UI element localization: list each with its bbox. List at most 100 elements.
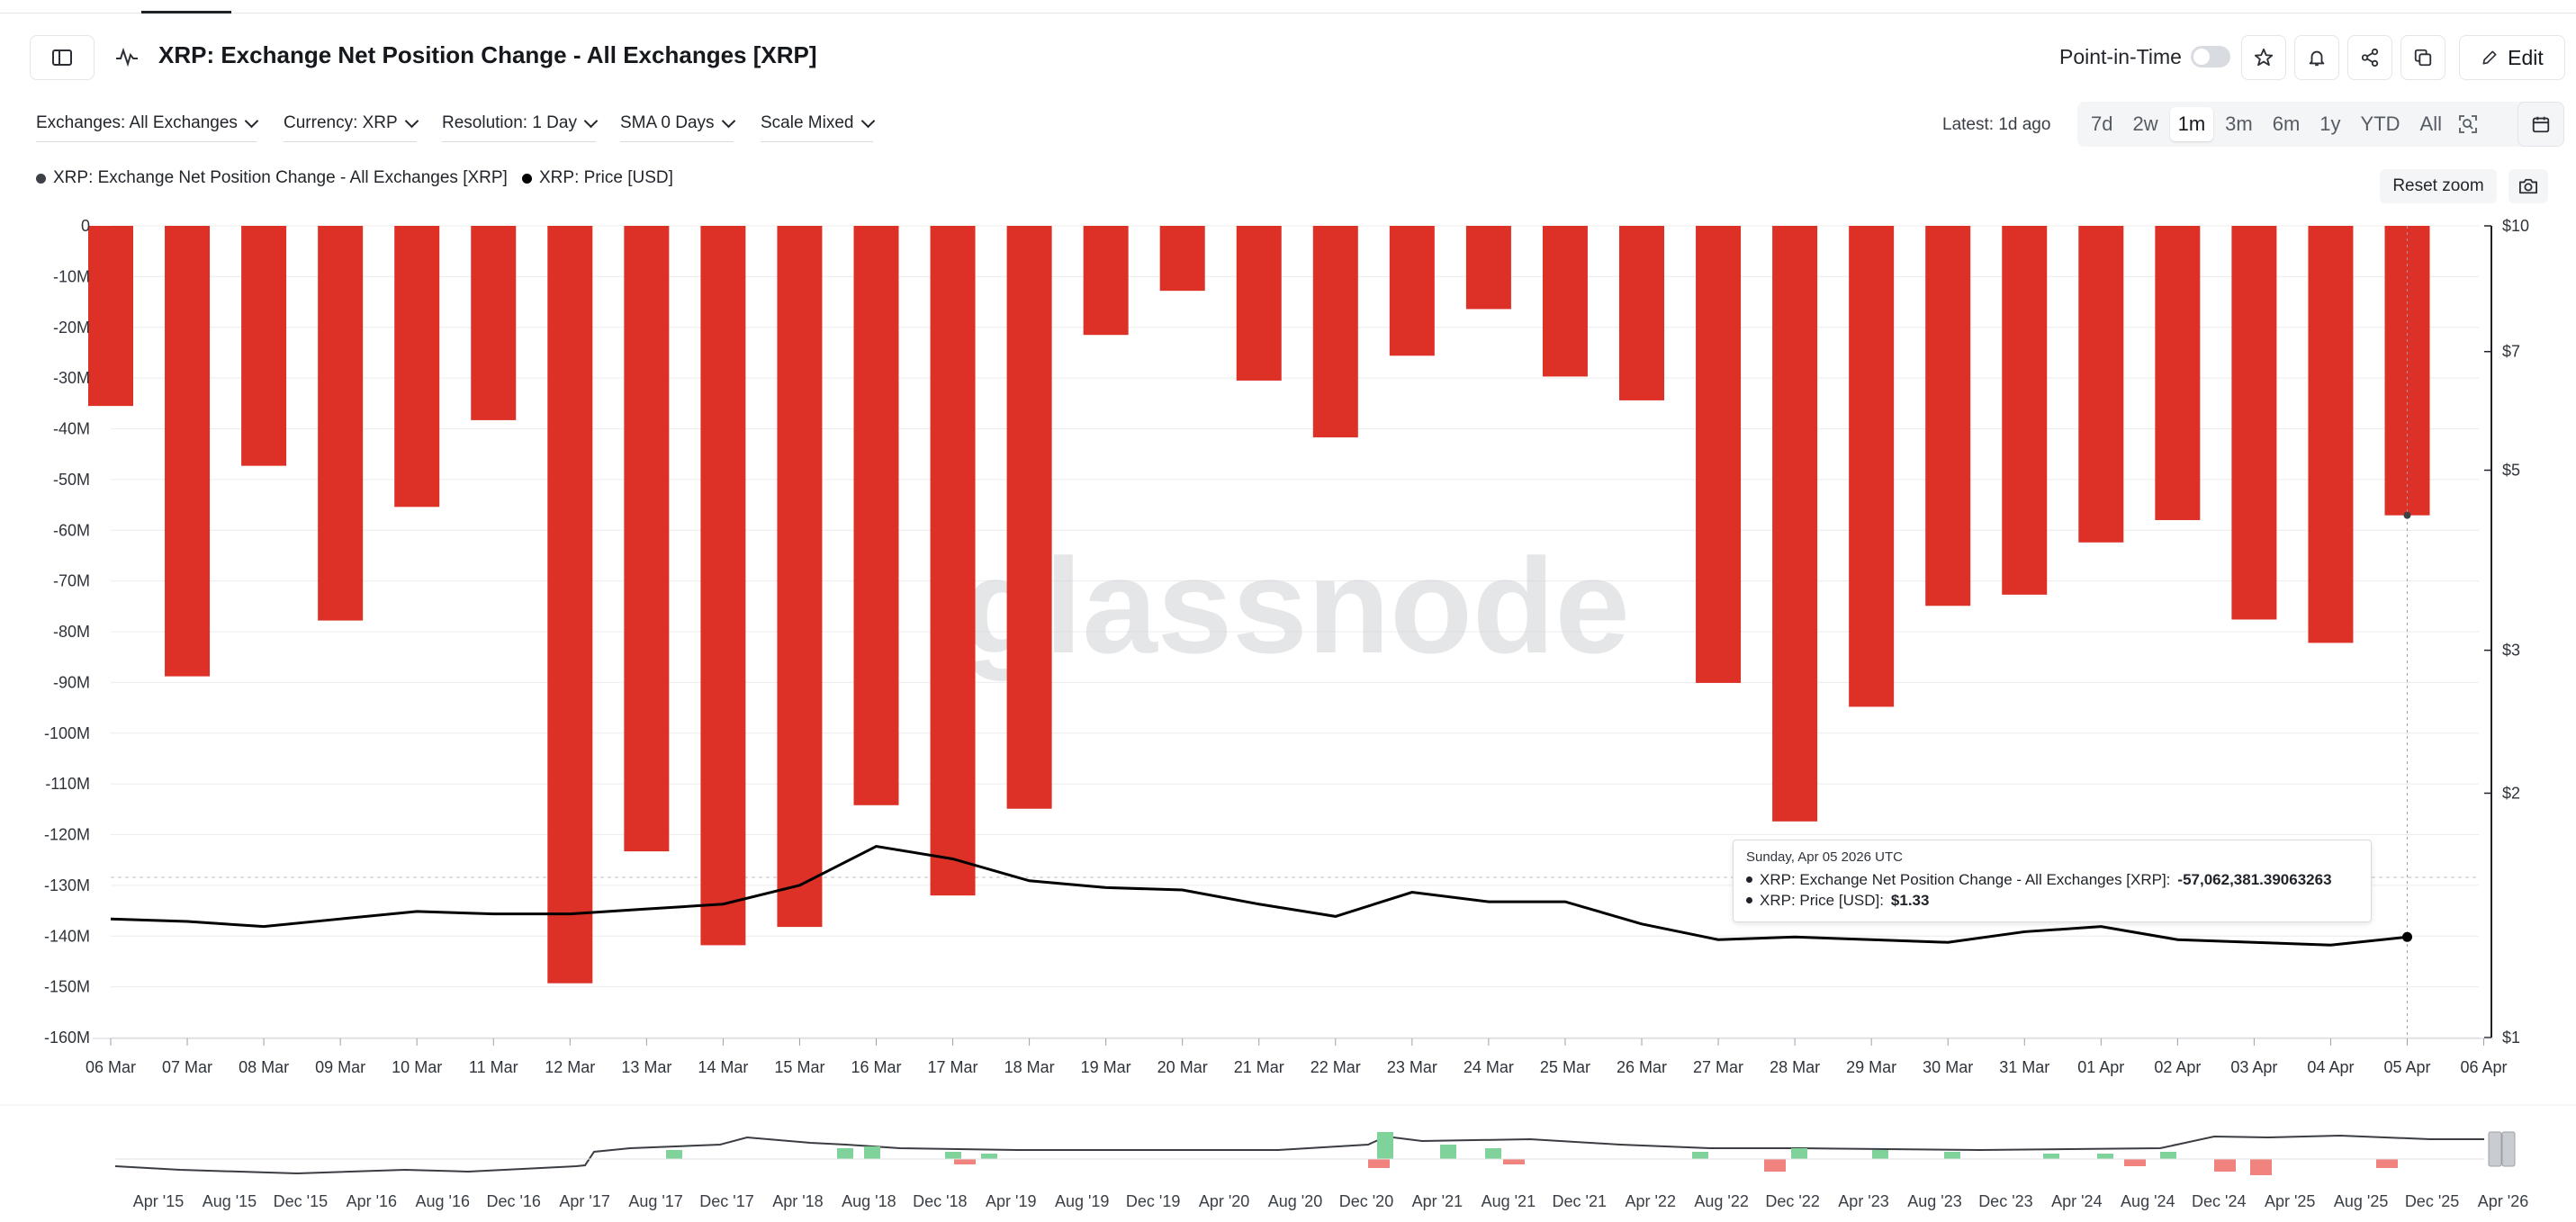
- y-right-tick-label: $3: [2502, 642, 2520, 660]
- navigator-tick-label: Dec '25: [2405, 1192, 2459, 1210]
- navigator-positive-area: [981, 1154, 997, 1159]
- navigator-handle-left[interactable]: [2488, 1131, 2502, 1167]
- navigator-tick-label: Aug '21: [1482, 1192, 1536, 1210]
- bar-03-apr[interactable]: [2231, 226, 2277, 620]
- alert-button[interactable]: [2294, 35, 2339, 80]
- bar-13-mar[interactable]: [624, 226, 670, 852]
- tooltip-series1-label: XRP: Exchange Net Position Change - All …: [1760, 871, 2171, 888]
- scale-filter[interactable]: Scale Mixed: [761, 113, 875, 142]
- range-6m[interactable]: 6m: [2272, 112, 2301, 135]
- navigator-tick-label: Dec '19: [1126, 1192, 1180, 1210]
- bar-16-mar[interactable]: [853, 226, 899, 805]
- bar-04-apr[interactable]: [2308, 226, 2354, 643]
- exchanges-filter[interactable]: Exchanges: All Exchanges: [36, 113, 259, 142]
- legend-item-net-position[interactable]: XRP: Exchange Net Position Change - All …: [36, 168, 508, 188]
- y-left-tick-label: -20M: [53, 319, 90, 337]
- bar-22-mar[interactable]: [1312, 226, 1358, 438]
- resolution-filter[interactable]: Resolution: 1 Day: [442, 113, 599, 142]
- y-left-tick-label: -160M: [44, 1029, 90, 1047]
- range-1y[interactable]: 1y: [2319, 112, 2341, 135]
- bar-24-mar[interactable]: [1465, 226, 1511, 310]
- bar-17-mar[interactable]: [930, 226, 976, 896]
- favorite-button[interactable]: [2241, 35, 2286, 80]
- bar-11-mar[interactable]: [471, 226, 517, 420]
- navigator-handle-right[interactable]: [2501, 1131, 2516, 1167]
- legend-item-price[interactable]: XRP: Price [USD]: [522, 168, 673, 188]
- sma-filter[interactable]: SMA 0 Days: [620, 113, 735, 142]
- date-picker-button[interactable]: [2517, 102, 2564, 147]
- reset-zoom-button[interactable]: Reset zoom: [2380, 169, 2497, 203]
- x-tick-label: 02 Apr: [2154, 1058, 2201, 1076]
- hover-marker-net-position: [2403, 511, 2411, 519]
- y-left-tick-label: -80M: [53, 623, 90, 641]
- bar-01-apr[interactable]: [2078, 226, 2124, 543]
- x-tick-label: 11 Mar: [469, 1058, 518, 1076]
- range-1m[interactable]: 1m: [2169, 107, 2214, 141]
- bar-21-mar[interactable]: [1236, 226, 1282, 381]
- bar-25-mar[interactable]: [1542, 226, 1588, 377]
- y-right-tick-label: $7: [2502, 343, 2520, 361]
- range-2w[interactable]: 2w: [2132, 112, 2158, 135]
- range-3m[interactable]: 3m: [2225, 112, 2253, 135]
- x-tick-label: 27 Mar: [1693, 1058, 1743, 1076]
- x-tick-label: 09 Mar: [315, 1058, 365, 1076]
- x-tick-label: 16 Mar: [851, 1058, 901, 1076]
- currency-filter[interactable]: Currency: XRP: [284, 113, 419, 142]
- latest-update-label: Latest: 1d ago: [1942, 115, 2051, 134]
- bar-29-mar[interactable]: [1849, 226, 1895, 707]
- x-tick-label: 25 Mar: [1540, 1058, 1590, 1076]
- duplicate-button[interactable]: [2400, 35, 2445, 80]
- navigator-tick-label: Aug '15: [203, 1192, 257, 1210]
- bar-06-mar[interactable]: [88, 226, 133, 407]
- range-7d[interactable]: 7d: [2091, 112, 2113, 135]
- navigator-negative-area: [2124, 1159, 2146, 1166]
- y-left-tick-label: -40M: [53, 420, 90, 438]
- share-button[interactable]: [2347, 35, 2392, 80]
- bar-18-mar[interactable]: [1006, 226, 1052, 809]
- navigator-tick-label: Apr '24: [2051, 1192, 2102, 1210]
- navigator-negative-area: [1503, 1159, 1525, 1164]
- navigator-tick-label: Dec '23: [1978, 1192, 2032, 1210]
- navigator-negative-area: [1764, 1159, 1786, 1172]
- bar-07-mar[interactable]: [165, 226, 211, 677]
- bar-15-mar[interactable]: [777, 226, 823, 928]
- bar-10-mar[interactable]: [394, 226, 440, 508]
- bar-23-mar[interactable]: [1389, 226, 1435, 356]
- sidebar-toggle-button[interactable]: [30, 35, 95, 80]
- bar-20-mar[interactable]: [1159, 226, 1205, 292]
- zoom-select-icon[interactable]: [2457, 113, 2479, 135]
- bar-19-mar[interactable]: [1083, 226, 1129, 336]
- copy-icon: [2414, 49, 2432, 67]
- sidebar-icon: [52, 49, 72, 66]
- bar-12-mar[interactable]: [547, 226, 593, 984]
- y-right-tick-label: $2: [2502, 784, 2520, 802]
- navigator-positive-area: [864, 1146, 880, 1159]
- bar-09-mar[interactable]: [318, 226, 364, 621]
- range-ytd[interactable]: YTD: [2360, 112, 2400, 135]
- bar-27-mar[interactable]: [1696, 226, 1742, 683]
- edit-button[interactable]: Edit: [2459, 35, 2565, 80]
- y-left-tick-label: -100M: [44, 724, 90, 742]
- x-tick-label: 13 Mar: [621, 1058, 671, 1076]
- bar-31-mar[interactable]: [2002, 226, 2048, 595]
- bar-30-mar[interactable]: [1925, 226, 1971, 607]
- toggle-knob: [2193, 49, 2210, 65]
- bar-08-mar[interactable]: [241, 226, 287, 466]
- sma-filter-label: SMA 0 Days: [620, 113, 715, 132]
- navigator-tick-label: Apr '18: [772, 1192, 823, 1210]
- range-all[interactable]: All: [2419, 112, 2442, 135]
- point-in-time-toggle[interactable]: [2191, 46, 2230, 67]
- bar-26-mar[interactable]: [1619, 226, 1664, 400]
- x-tick-label: 15 Mar: [774, 1058, 824, 1076]
- navigator-positive-area: [1440, 1145, 1456, 1159]
- screenshot-button[interactable]: [2508, 169, 2548, 203]
- bar-14-mar[interactable]: [700, 226, 746, 946]
- navigator-area[interactable]: [104, 1116, 2481, 1179]
- navigator-tick-label: Apr '22: [1625, 1192, 1675, 1210]
- bar-02-apr[interactable]: [2155, 226, 2201, 520]
- bar-28-mar[interactable]: [1772, 226, 1818, 822]
- legend-dot: [36, 173, 46, 184]
- price-line[interactable]: [110, 844, 2408, 947]
- tooltip-dot: [1746, 897, 1752, 903]
